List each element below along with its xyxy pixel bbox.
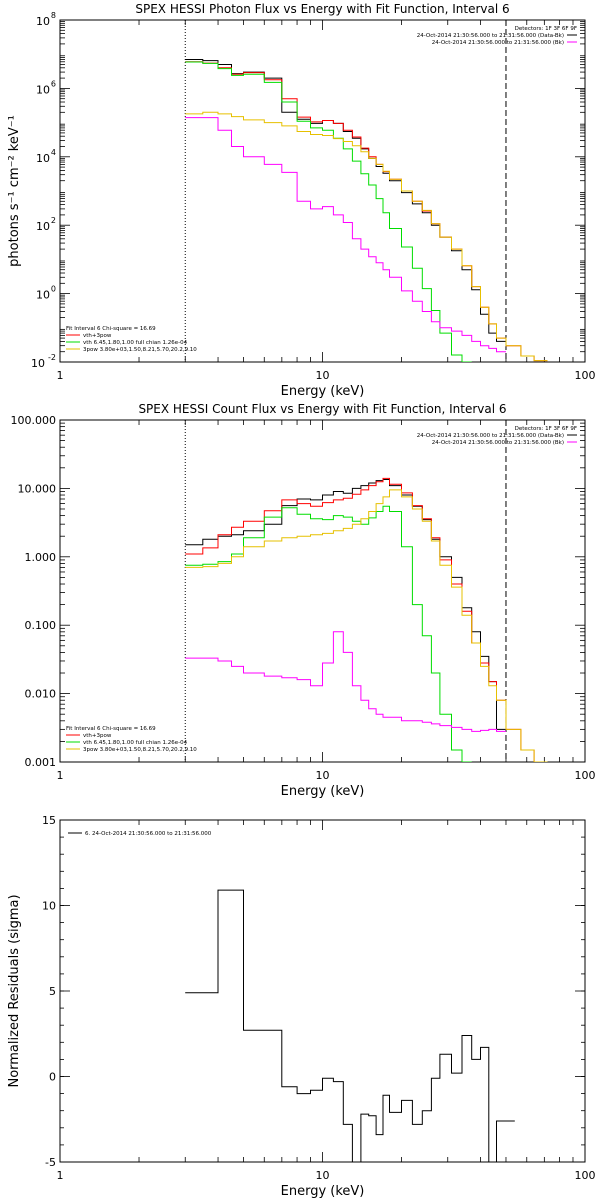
legend-entry: vth+3pow — [83, 333, 112, 339]
series-group — [185, 889, 515, 1162]
legend-entry: Fit Interval 6 Chi-square = 16.69 — [66, 726, 156, 732]
y-tick-base: 10 — [36, 83, 50, 96]
series-line-3 — [185, 505, 472, 762]
plot-frame — [59, 819, 586, 1163]
series-line-4 — [185, 489, 548, 762]
y-tick-label: -210 — [31, 353, 56, 370]
series-line-1 — [185, 889, 515, 1162]
legend-entry: Detectors: 1F 3F 6F 9F — [515, 426, 577, 432]
series-line-2 — [185, 61, 548, 362]
y-tick-base: 10 — [36, 220, 50, 233]
y-tick-label: 810 — [36, 11, 56, 28]
y-tick-label: 210 — [36, 216, 56, 233]
legend-entry: vth+3pow — [83, 733, 112, 739]
y-tick-label: 10 — [42, 900, 56, 913]
legend-entry: 24-Oct-2014 21:30:56.000 to 21:31:56.000… — [432, 40, 564, 46]
y-tick-label: 610 — [36, 79, 56, 96]
y-tick-exponent: 4 — [51, 148, 56, 157]
x-tick-label: 10 — [316, 1169, 330, 1182]
legend-legend_bl: Fit Interval 6 Chi-square = 16.69vth+3po… — [66, 726, 197, 753]
legend-entry: 24-Oct-2014 21:30:56.000 to 21:31:56.000… — [417, 33, 564, 39]
y-tick-label: 410 — [36, 148, 56, 165]
y-tick-label: 15 — [42, 814, 56, 827]
y-tick-exponent: 0 — [51, 285, 56, 294]
y-tick-label: 100.000 — [11, 414, 57, 427]
x-tick-label: 1 — [57, 769, 64, 782]
x-tick-label: 1 — [57, 369, 64, 382]
legend-entry: 6. 24-Oct-2014 21:30:56.000 to 21:31:56.… — [85, 831, 212, 837]
series-line-5 — [185, 631, 506, 732]
y-tick-exponent: -2 — [48, 353, 56, 362]
legend-entry: 3pow 3.80e+03,1.50,8.21,5.70,20.2,9.10 — [83, 747, 197, 753]
legend-entry: vth 6.45,1.80,1.00 full chian 1.26e-04 — [83, 340, 188, 346]
legend-entry: 24-Oct-2014 21:30:56.000 to 21:31:56.000… — [432, 440, 564, 446]
y-tick-label: 10.000 — [18, 482, 57, 495]
series-line-5 — [185, 117, 506, 353]
y-tick-label: 0.100 — [25, 619, 57, 632]
x-tick-label: 100 — [575, 369, 596, 382]
series-line-1 — [185, 59, 506, 342]
chart-title: SPEX HESSI Photon Flux vs Energy with Fi… — [135, 2, 509, 16]
series-line-2 — [185, 477, 548, 762]
y-tick-label: 0 — [49, 1071, 56, 1084]
chart-panel-3: 1 10 100 -5 0 5 10 15 Energy (keV) Normalized Res… — [7, 814, 596, 1199]
y-tick-label: 1.000 — [25, 551, 57, 564]
x-tick-label: 10 — [316, 369, 330, 382]
y-tick-base: 10 — [36, 15, 50, 28]
legend-entry: Detectors: 1F 3F 6F 9F — [515, 26, 577, 32]
y-tick-label: -5 — [45, 1156, 56, 1169]
y-tick-exponent: 6 — [51, 79, 56, 88]
y-tick-label: 0.010 — [25, 688, 57, 701]
chart-panel-1: SPEX HESSI Photon Flux vs Energy with Fi… — [7, 2, 596, 399]
legend-entry: 24-Oct-2014 21:30:56.000 to 21:31:56.000… — [417, 433, 564, 439]
y-tick-label: 5 — [49, 985, 56, 998]
x-axis-label: Energy (keV) — [281, 384, 365, 399]
legend-entry: vth 6.45,1.80,1.00 full chian 1.26e-04 — [83, 740, 188, 746]
x-tick-label: 1 — [57, 1169, 64, 1182]
legend-legend_bl: Fit Interval 6 Chi-square = 16.69vth+3po… — [66, 326, 197, 353]
y-axis-label: photons s⁻¹ cm⁻² keV⁻¹ — [7, 115, 22, 267]
chart-title: SPEX HESSI Count Flux vs Energy with Fit… — [138, 402, 506, 416]
y-tick-base: 10 — [36, 152, 50, 165]
x-axis-label: Energy (keV) — [281, 784, 365, 799]
y-tick-label: 010 — [36, 285, 56, 302]
x-tick-label: 100 — [575, 1169, 596, 1182]
y-axis-label: Normalized Residuals (sigma) — [7, 894, 22, 1087]
x-tick-label: 100 — [575, 769, 596, 782]
y-tick-exponent: 2 — [51, 216, 56, 225]
y-tick-base: 10 — [36, 289, 50, 302]
y-tick-label: 0.001 — [25, 756, 57, 769]
chart-panel-2: SPEX HESSI Count Flux vs Energy with Fit… — [11, 402, 596, 799]
x-axis-label: Energy (keV) — [281, 1184, 365, 1199]
legend-entry: 3pow 3.80e+03,1.50,8.21,5.70,20.2,9.10 — [83, 347, 197, 353]
series-line-4 — [185, 111, 548, 362]
series-group — [185, 59, 548, 362]
legend-entry: Fit Interval 6 Chi-square = 16.69 — [66, 326, 156, 332]
y-tick-exponent: 8 — [51, 11, 56, 20]
series-group — [185, 477, 548, 762]
y-tick-base: 10 — [31, 357, 45, 370]
legend-legend_tl: 6. 24-Oct-2014 21:30:56.000 to 21:31:56.… — [68, 831, 212, 837]
x-tick-label: 10 — [316, 769, 330, 782]
series-line-3 — [185, 61, 472, 362]
